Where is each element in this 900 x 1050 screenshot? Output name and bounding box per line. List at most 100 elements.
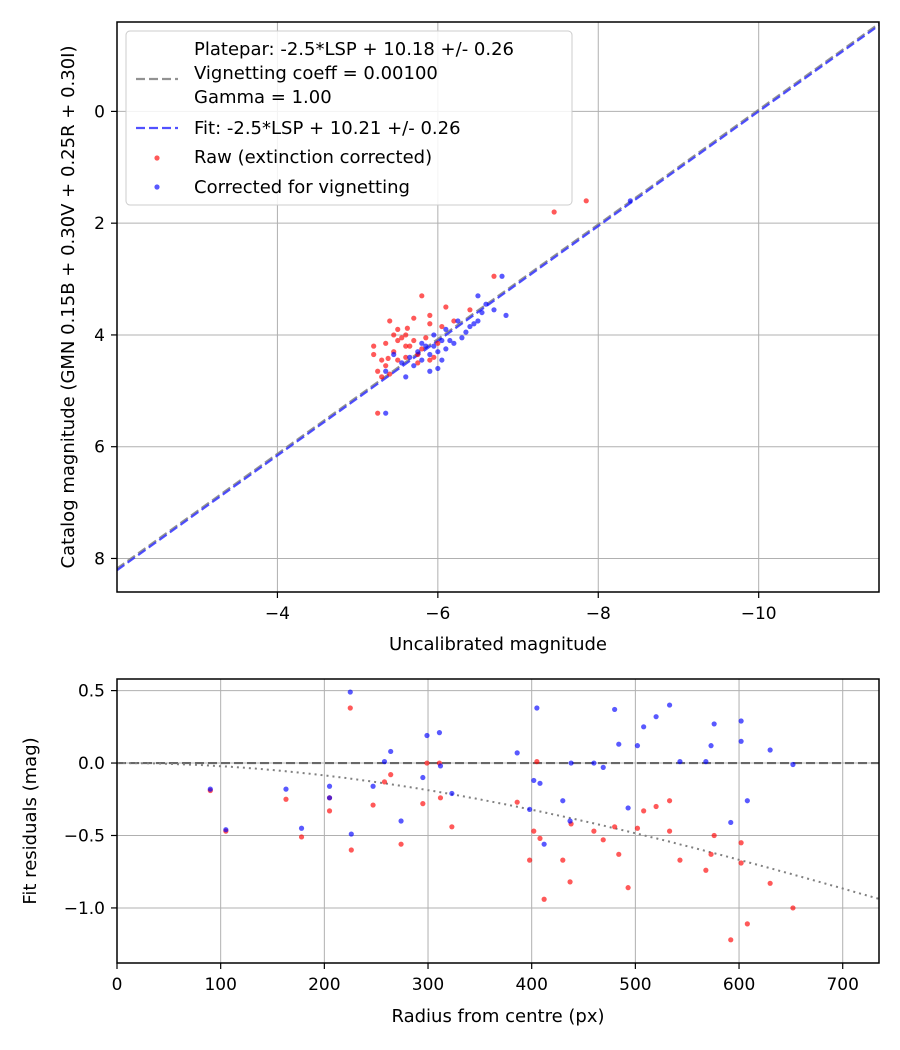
bot-point-raw-extinction-corrected — [728, 937, 734, 943]
bot-point-raw-extinction-corrected — [666, 798, 673, 804]
top-point-raw-extinction-corrected — [395, 357, 401, 363]
bot-point-corrected-for-vignetting — [347, 689, 353, 695]
bot-point-corrected-for-vignetting — [437, 763, 444, 769]
legend-dot-marker — [154, 155, 160, 161]
bot-point-raw-extinction-corrected — [449, 824, 455, 830]
bot-point-corrected-for-vignetting — [653, 714, 659, 720]
bot-point-corrected-for-vignetting — [625, 805, 631, 811]
top-point-corrected-for-vignetting — [383, 368, 389, 374]
top-point-corrected-for-vignetting — [391, 351, 397, 358]
top-point-corrected-for-vignetting — [491, 307, 497, 313]
bot-x-tick-label: 500 — [619, 975, 651, 995]
top-y-tick-label: 2 — [94, 214, 105, 234]
bot-point-raw-extinction-corrected — [703, 867, 709, 873]
top-point-corrected-for-vignetting — [439, 357, 445, 363]
top-point-raw-extinction-corrected — [435, 340, 441, 346]
top-point-corrected-for-vignetting — [431, 332, 437, 338]
bot-x-tick-label: 0 — [112, 975, 123, 995]
top-point-corrected-for-vignetting — [475, 318, 481, 324]
bot-point-raw-extinction-corrected — [677, 857, 683, 863]
top-point-raw-extinction-corrected — [443, 304, 449, 310]
bot-point-raw-extinction-corrected — [653, 803, 659, 810]
top-point-corrected-for-vignetting — [475, 293, 481, 299]
top-point-raw-extinction-corrected — [583, 198, 589, 204]
top-point-corrected-for-vignetting — [407, 354, 413, 360]
bot-point-raw-extinction-corrected — [381, 779, 388, 785]
bot-point-corrected-for-vignetting — [537, 780, 543, 786]
bot-point-raw-extinction-corrected — [641, 808, 647, 814]
bottom-plot-frame — [116, 678, 880, 964]
top-point-corrected-for-vignetting — [411, 363, 417, 369]
bot-point-corrected-for-vignetting — [283, 786, 289, 792]
top-point-raw-extinction-corrected — [427, 312, 433, 318]
top-point-raw-extinction-corrected — [407, 343, 413, 349]
top-point-raw-extinction-corrected — [375, 368, 381, 374]
legend-box — [125, 30, 573, 206]
top-point-raw-extinction-corrected — [431, 354, 437, 360]
top-point-raw-extinction-corrected — [387, 371, 393, 377]
top-chart: Platepar: -2.5*LSP + 10.18 +/- 0.26 Vigne… — [58, 21, 880, 655]
top-point-corrected-for-vignetting — [419, 340, 425, 346]
legend-dot-marker — [154, 184, 160, 190]
top-point-raw-extinction-corrected — [391, 332, 397, 338]
bot-point-raw-extinction-corrected — [666, 828, 673, 834]
bottom-y-axis-label: Fit residuals (mag) — [20, 737, 41, 904]
top-point-raw-extinction-corrected — [423, 335, 429, 341]
bot-point-raw-extinction-corrected — [616, 851, 622, 857]
top-point-corrected-for-vignetting — [435, 365, 441, 372]
bot-point-corrected-for-vignetting — [616, 741, 622, 747]
bot-point-raw-extinction-corrected — [326, 808, 333, 814]
top-point-raw-extinction-corrected — [371, 343, 377, 349]
bot-point-corrected-for-vignetting — [711, 721, 717, 727]
bot-point-corrected-for-vignetting — [534, 705, 540, 711]
top-y-tick-label: 0 — [94, 102, 105, 122]
top-point-raw-extinction-corrected — [411, 315, 417, 321]
legend-entry-text: Fit: -2.5*LSP + 10.21 +/- 0.26 — [194, 118, 461, 139]
bot-point-corrected-for-vignetting — [541, 841, 547, 847]
bot-point-corrected-for-vignetting — [560, 798, 566, 804]
top-point-raw-extinction-corrected — [379, 357, 385, 363]
bot-point-corrected-for-vignetting — [424, 732, 430, 739]
bot-point-corrected-for-vignetting — [612, 706, 618, 713]
top-plot-frame — [116, 21, 880, 593]
top-point-raw-extinction-corrected — [411, 337, 417, 344]
bot-point-corrected-for-vignetting — [744, 798, 750, 804]
bot-point-raw-extinction-corrected — [283, 796, 289, 802]
top-point-corrected-for-vignetting — [439, 337, 445, 344]
bot-y-tick-label: 0.5 — [78, 682, 105, 702]
legend: Platepar: -2.5*LSP + 10.18 +/- 0.26 Vigne… — [125, 30, 573, 206]
top-point-corrected-for-vignetting — [447, 337, 453, 344]
legend-entry-text: Vignetting coeff = 0.00100 — [194, 63, 438, 84]
bot-point-raw-extinction-corrected — [514, 799, 520, 805]
bot-x-tick-label: 400 — [515, 975, 547, 995]
top-point-corrected-for-vignetting — [459, 335, 465, 341]
top-point-raw-extinction-corrected — [419, 293, 425, 299]
bot-point-corrected-for-vignetting — [634, 743, 641, 749]
bot-point-corrected-for-vignetting — [420, 774, 426, 781]
top-point-raw-extinction-corrected — [415, 360, 421, 366]
bot-point-raw-extinction-corrected — [388, 772, 394, 778]
top-x-axis-label: Uncalibrated magnitude — [389, 634, 607, 655]
top-point-raw-extinction-corrected — [387, 318, 393, 324]
bot-point-raw-extinction-corrected — [612, 824, 618, 830]
bot-point-raw-extinction-corrected — [531, 828, 537, 834]
bottom-gridlines — [116, 679, 879, 963]
bot-point-corrected-for-vignetting — [738, 738, 744, 744]
top-point-corrected-for-vignetting — [483, 301, 489, 307]
top-point-raw-extinction-corrected — [403, 332, 409, 338]
top-point-corrected-for-vignetting — [455, 318, 461, 324]
top-point-raw-extinction-corrected — [404, 325, 410, 331]
bot-point-raw-extinction-corrected — [534, 758, 540, 765]
top-y-tick-label: 8 — [94, 549, 105, 569]
legend-entry-text: Gamma = 1.00 — [194, 87, 332, 108]
bot-point-corrected-for-vignetting — [666, 702, 673, 708]
top-point-corrected-for-vignetting — [443, 326, 449, 332]
bot-point-raw-extinction-corrected — [625, 885, 631, 891]
bot-point-raw-extinction-corrected — [537, 835, 543, 841]
bot-point-raw-extinction-corrected — [744, 921, 750, 927]
bot-point-corrected-for-vignetting — [449, 790, 455, 797]
legend-entry-text: Corrected for vignetting — [194, 177, 410, 198]
top-point-raw-extinction-corrected — [551, 209, 557, 215]
bot-point-corrected-for-vignetting — [600, 764, 606, 770]
top-x-tick-label: −10 — [741, 604, 777, 624]
